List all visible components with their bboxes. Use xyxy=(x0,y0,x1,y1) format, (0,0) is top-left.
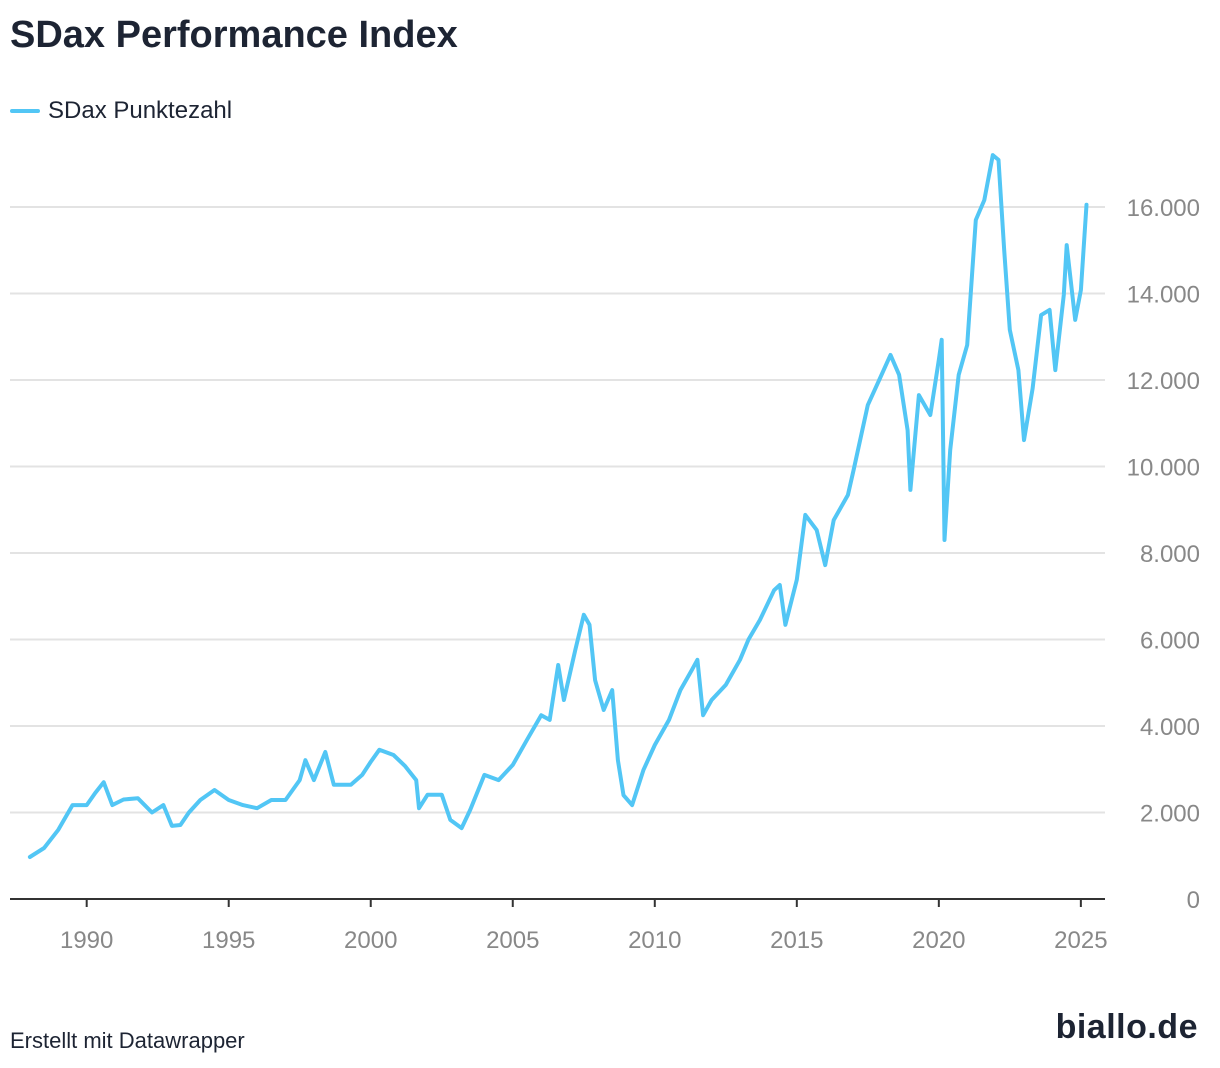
series-line-sdax xyxy=(27,153,1089,859)
y-tick-label: 16.000 xyxy=(1127,195,1200,222)
legend-swatch xyxy=(10,109,40,113)
x-tick-label: 2005 xyxy=(486,927,539,954)
y-tick-label: 12.000 xyxy=(1127,368,1200,395)
x-tick-label: 1995 xyxy=(202,927,255,954)
footer-credit: Erstellt mit Datawrapper xyxy=(10,1028,245,1053)
y-tick-label: 0 xyxy=(1187,887,1200,914)
x-tick-label: 2015 xyxy=(770,927,823,954)
y-tick-label: 10.000 xyxy=(1127,455,1200,482)
x-tick-label: 2020 xyxy=(912,927,965,954)
y-tick-label: 14.000 xyxy=(1127,282,1200,309)
x-tick-label: 2000 xyxy=(344,927,397,954)
x-tick-label: 1990 xyxy=(60,927,113,954)
x-tick-label: 2025 xyxy=(1054,927,1107,954)
y-tick-label: 2.000 xyxy=(1140,801,1200,828)
x-tick-label: 2010 xyxy=(628,927,681,954)
y-tick-label: 6.000 xyxy=(1140,628,1200,655)
line-chart: 0 2.000 4.000 6.000 8.000 10.000 12.000 14.000 1… xyxy=(10,153,1200,954)
legend-label: SDax Punktezahl xyxy=(48,97,233,124)
y-tick-label: 8.000 xyxy=(1140,541,1200,568)
legend: SDax Punktezahl xyxy=(10,97,232,125)
chart-title: SDax Performance Index xyxy=(10,14,458,56)
y-tick-label: 4.000 xyxy=(1140,714,1200,741)
biallo-logo: biallo.de xyxy=(1055,1008,1198,1046)
